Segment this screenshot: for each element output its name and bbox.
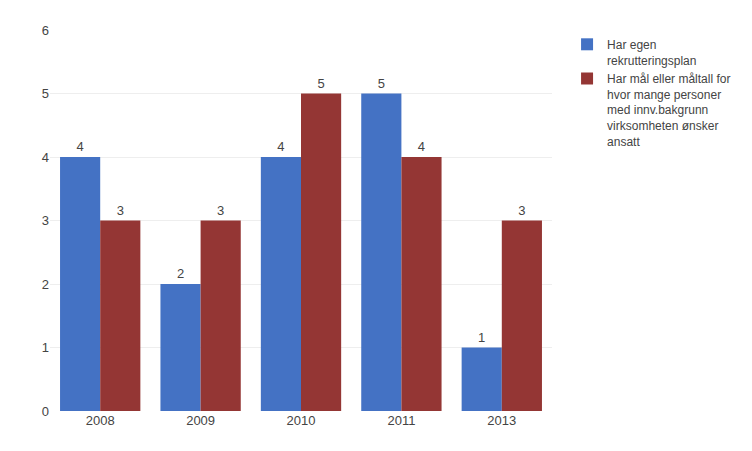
svg-text:2: 2 <box>177 266 184 281</box>
svg-text:Har egenrekrutteringsplan: Har egenrekrutteringsplan <box>607 38 696 68</box>
svg-text:3: 3 <box>518 203 525 218</box>
svg-text:2009: 2009 <box>186 413 215 428</box>
svg-text:5: 5 <box>378 76 385 91</box>
svg-text:4: 4 <box>42 150 49 165</box>
svg-text:1: 1 <box>478 330 485 345</box>
svg-text:Har mål eller måltall forhvor: Har mål eller måltall forhvor mange pers… <box>607 72 730 148</box>
svg-text:3: 3 <box>42 213 49 228</box>
svg-text:1: 1 <box>42 340 49 355</box>
svg-text:2: 2 <box>42 277 49 292</box>
svg-text:2010: 2010 <box>287 413 316 428</box>
svg-text:5: 5 <box>317 76 324 91</box>
svg-text:5: 5 <box>42 86 49 101</box>
svg-text:2008: 2008 <box>86 413 115 428</box>
svg-text:2013: 2013 <box>487 413 516 428</box>
svg-text:3: 3 <box>117 203 124 218</box>
svg-text:6: 6 <box>42 23 49 38</box>
svg-text:4: 4 <box>418 139 425 154</box>
svg-text:2011: 2011 <box>387 413 415 428</box>
svg-text:4: 4 <box>277 139 284 154</box>
svg-text:0: 0 <box>42 404 49 419</box>
svg-text:3: 3 <box>217 203 224 218</box>
svg-text:4: 4 <box>77 139 84 154</box>
